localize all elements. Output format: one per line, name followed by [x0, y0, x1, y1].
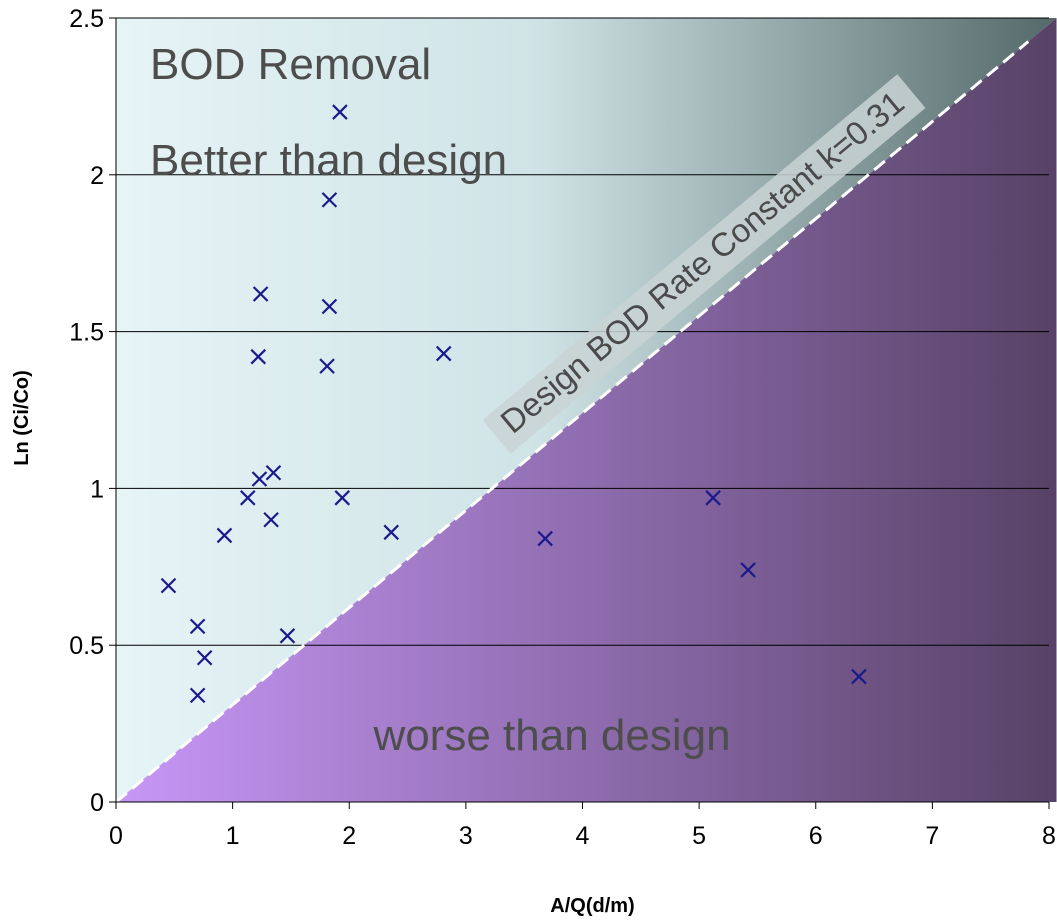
- data-point: [435, 345, 452, 362]
- data-point: [196, 649, 213, 666]
- gridlines: [116, 17, 1049, 646]
- x-tick-label: 6: [809, 822, 823, 850]
- data-point: [319, 358, 335, 374]
- y-tick-label: 2.5: [69, 5, 104, 33]
- data-point: [189, 687, 206, 704]
- data-point: [537, 530, 553, 547]
- data-point: [279, 628, 296, 644]
- x-axis-title: A/Q(d/m): [550, 895, 634, 917]
- data-point: [321, 192, 338, 208]
- data-point: [740, 562, 756, 578]
- region-worse-label: worse than design: [372, 711, 730, 760]
- x-tick-label: 2: [342, 822, 356, 850]
- region-better-label: Better than design: [150, 136, 507, 185]
- x-tick-label: 4: [576, 822, 590, 850]
- data-point: [250, 348, 267, 365]
- data-point: [189, 618, 206, 635]
- x-tick-label: 5: [692, 822, 706, 850]
- region-title: BOD Removal: [150, 40, 431, 89]
- y-tick-label: 2: [90, 162, 104, 190]
- data-point: [160, 577, 177, 594]
- y-tick-label: 0.5: [69, 632, 104, 660]
- y-tick-label: 0: [90, 789, 104, 817]
- x-tick-label: 1: [226, 822, 240, 850]
- y-axis-title: Ln (Ci/Co): [11, 370, 33, 466]
- design-rate-line: [115, 40, 1030, 804]
- y-tick-label: 1.5: [69, 319, 104, 347]
- data-points: [160, 104, 867, 704]
- x-tick-label: 7: [925, 822, 939, 850]
- x-tick-label: 8: [1042, 822, 1056, 850]
- x-tick-label: 0: [109, 822, 123, 850]
- data-point: [851, 668, 867, 685]
- data-point: [334, 490, 351, 506]
- tick-labels: 0 1 2 3 4 5 6 7 8 0 0.5 1 1.5 2 2.5: [69, 5, 1056, 850]
- data-point: [265, 464, 282, 481]
- data-point: [263, 511, 279, 528]
- data-point: [252, 286, 269, 302]
- data-point: [240, 490, 256, 506]
- y-tick-label: 1: [90, 475, 104, 503]
- data-point: [705, 490, 721, 506]
- data-point: [216, 527, 233, 544]
- data-point: [321, 298, 338, 315]
- data-point: [332, 104, 348, 120]
- x-tick-label: 3: [459, 822, 473, 850]
- data-point: [383, 524, 400, 541]
- data-point: [251, 471, 268, 487]
